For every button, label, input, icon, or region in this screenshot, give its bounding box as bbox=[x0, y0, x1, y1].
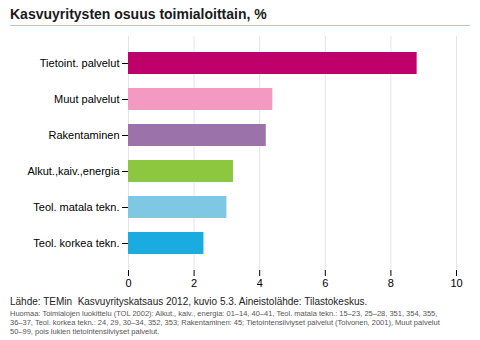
svg-text:6: 6 bbox=[322, 277, 328, 289]
svg-text:Teol. matala tekn.: Teol. matala tekn. bbox=[33, 201, 119, 213]
html-text:Huomaa: Toimialojen luokittelu: Huomaa: Toimialojen luokittelu (TOL 2002… bbox=[10, 309, 440, 336]
svg-text:0: 0 bbox=[125, 277, 131, 289]
svg-text:Teol. korkea tekn.: Teol. korkea tekn. bbox=[33, 237, 119, 249]
svg-text:2: 2 bbox=[191, 277, 197, 289]
svg-text:4: 4 bbox=[257, 277, 263, 289]
html-text:Kasvuyritysten osuus toimialoi: Kasvuyritysten osuus toimialoittain, % bbox=[10, 6, 267, 22]
html-text:Lähde: TEMin Kasvuyrityskatsau: Lähde: TEMin Kasvuyrityskatsaus 2012, ku… bbox=[10, 296, 368, 307]
svg-text:Tietoint. palvelut: Tietoint. palvelut bbox=[40, 57, 120, 69]
svg-text:8: 8 bbox=[388, 277, 394, 289]
svg-text:Rakentaminen: Rakentaminen bbox=[49, 129, 120, 141]
svg-text:Alkut.,kaiv.,energia: Alkut.,kaiv.,energia bbox=[27, 165, 120, 177]
svg-text:10: 10 bbox=[450, 277, 462, 289]
svg-text:Muut palvelut: Muut palvelut bbox=[54, 93, 119, 105]
